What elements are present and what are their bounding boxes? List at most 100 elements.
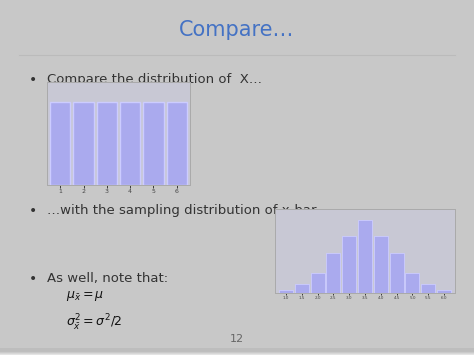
Bar	[0, 350, 474, 354]
Bar	[0, 349, 474, 353]
Bar	[0, 350, 474, 354]
Bar	[437, 290, 451, 293]
Bar	[0, 348, 474, 351]
Bar	[0, 348, 474, 352]
Bar	[0, 351, 474, 355]
Bar	[0, 351, 474, 354]
Bar	[0, 349, 474, 352]
Bar	[97, 102, 117, 185]
Bar	[0, 350, 474, 354]
Bar	[310, 273, 325, 293]
Bar	[0, 349, 474, 353]
Text: 12: 12	[230, 334, 244, 344]
Bar	[0, 348, 474, 352]
Bar	[0, 351, 474, 355]
Bar	[0, 351, 474, 354]
Bar	[0, 351, 474, 355]
Bar	[0, 350, 474, 354]
Bar	[0, 350, 474, 354]
Bar	[0, 351, 474, 355]
Bar	[0, 351, 474, 354]
Bar	[0, 351, 474, 354]
Bar	[0, 349, 474, 352]
Bar	[0, 349, 474, 353]
Bar	[0, 349, 474, 353]
Bar	[0, 349, 474, 353]
Bar	[50, 102, 71, 185]
Bar	[0, 351, 474, 355]
Bar	[0, 350, 474, 353]
Bar	[0, 349, 474, 353]
Bar	[0, 349, 474, 353]
Bar	[0, 349, 474, 352]
Bar	[358, 220, 372, 293]
Bar	[0, 349, 474, 353]
Bar	[0, 350, 474, 353]
Bar	[421, 284, 435, 293]
Bar	[0, 350, 474, 354]
Bar	[0, 350, 474, 354]
Bar	[0, 350, 474, 354]
Bar	[0, 349, 474, 353]
Bar	[0, 350, 474, 353]
Text: Compare…: Compare…	[179, 20, 295, 39]
Text: …with the sampling distribution of x-bar.: …with the sampling distribution of x-bar…	[47, 204, 320, 217]
Bar	[73, 102, 94, 185]
Bar	[0, 351, 474, 355]
Bar	[0, 351, 474, 355]
Bar	[0, 351, 474, 354]
Bar	[0, 351, 474, 354]
Text: •: •	[28, 204, 36, 218]
Bar	[405, 273, 419, 293]
Bar	[279, 290, 293, 293]
Bar	[0, 349, 474, 353]
Bar	[0, 349, 474, 353]
Text: $\mu_{\bar{x}} = \mu$: $\mu_{\bar{x}} = \mu$	[66, 289, 104, 303]
Text: Compare the distribution of  X…: Compare the distribution of X…	[47, 73, 263, 86]
Bar	[0, 350, 474, 354]
Bar	[0, 349, 474, 353]
Bar	[0, 351, 474, 355]
Bar	[0, 348, 474, 352]
Bar	[0, 349, 474, 352]
Bar	[0, 350, 474, 353]
Bar	[0, 348, 474, 352]
Bar	[0, 351, 474, 354]
Bar	[0, 349, 474, 352]
Bar	[0, 350, 474, 354]
Bar	[0, 350, 474, 354]
Bar	[0, 348, 474, 352]
Bar	[0, 351, 474, 354]
Bar	[0, 351, 474, 355]
Bar	[0, 350, 474, 354]
Bar	[0, 351, 474, 354]
Bar	[0, 348, 474, 352]
Bar	[0, 350, 474, 354]
Bar	[0, 349, 474, 353]
Bar	[0, 350, 474, 354]
Bar	[0, 351, 474, 355]
Bar	[0, 349, 474, 352]
Text: $\sigma_{\bar{x}}^{2} = \sigma^{2}/2$: $\sigma_{\bar{x}}^{2} = \sigma^{2}/2$	[66, 313, 122, 333]
Bar	[0, 349, 474, 352]
Text: •: •	[28, 73, 36, 87]
Bar	[0, 349, 474, 352]
Bar	[0, 349, 474, 352]
Bar	[0, 349, 474, 353]
Bar	[143, 102, 164, 185]
Bar	[0, 350, 474, 353]
Bar	[0, 351, 474, 354]
Bar	[120, 102, 140, 185]
Bar	[166, 102, 187, 185]
Text: •: •	[28, 272, 36, 285]
Bar	[0, 351, 474, 355]
Bar	[0, 348, 474, 352]
Bar	[390, 253, 403, 293]
Bar	[0, 349, 474, 353]
Bar	[0, 349, 474, 353]
Bar	[0, 348, 474, 352]
Bar	[0, 350, 474, 353]
Text: As well, note that:: As well, note that:	[47, 272, 169, 285]
Bar	[0, 349, 474, 353]
Bar	[0, 351, 474, 355]
